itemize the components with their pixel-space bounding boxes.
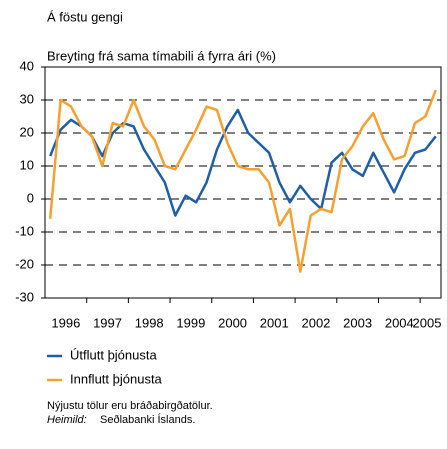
chart-subtitle: Breyting frá sama tímabili á fyrra ári (… — [47, 48, 276, 63]
y-tick-label: -20 — [15, 256, 34, 271]
x-tick-label: 2005 — [413, 315, 442, 330]
y-tick-label: 40 — [20, 58, 34, 73]
series-line — [49, 108, 437, 217]
x-tick-label: 1996 — [51, 315, 80, 330]
x-tick-label: 2003 — [343, 315, 372, 330]
note: Nýjustu tölur eru bráðabirgðatölur. — [47, 400, 213, 412]
source: Seðlabanki Íslands. — [100, 413, 195, 426]
legend-label: Útflutt þjónusta — [70, 347, 157, 362]
x-tick-label: 1997 — [93, 315, 122, 330]
x-tick-label: 1998 — [135, 315, 164, 330]
x-tick-label: 2004 — [385, 315, 414, 330]
series-line — [48, 89, 437, 273]
y-tick-label: 20 — [20, 124, 34, 139]
y-tick-label: 30 — [20, 91, 34, 106]
legend-label: Innflutt þjónusta — [70, 371, 163, 386]
source-label: Heimild: — [47, 414, 87, 426]
legend: Útflutt þjónusta Innflutt þjónusta — [47, 347, 163, 386]
plot-frame — [44, 66, 442, 299]
x-tick-label: 2002 — [301, 315, 330, 330]
x-tick-label: 1999 — [176, 315, 205, 330]
chart-title: Á föstu gengi — [47, 9, 123, 24]
y-tick-label: -10 — [15, 223, 34, 238]
y-tick-label: 0 — [27, 190, 34, 205]
x-tick-label: 2000 — [218, 315, 247, 330]
y-tick-label: -30 — [15, 289, 34, 304]
x-tick-label: 2001 — [260, 315, 289, 330]
y-tick-label: 10 — [20, 157, 34, 172]
